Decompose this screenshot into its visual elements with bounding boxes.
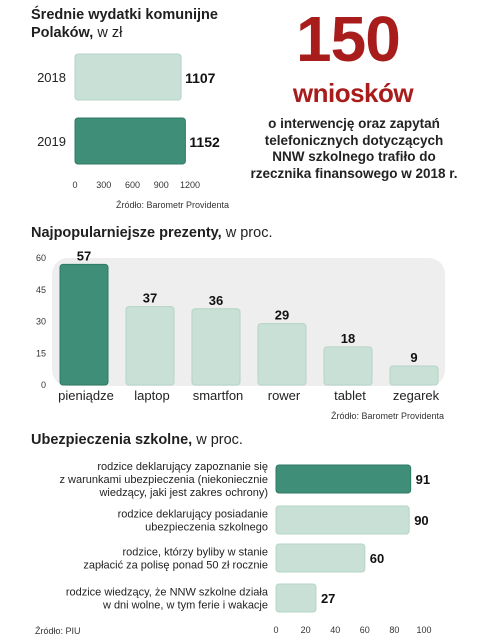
- spending-x-tick-label: 600: [125, 180, 140, 190]
- gifts-chart: 0 15 30 45 60 57 pieniądze 37 laptop 36 smartfon 29…: [36, 248, 445, 403]
- insurance-category-label: rodzice deklarujący posiadanie ubezpiecze…: [118, 509, 268, 534]
- gifts-value-label: 36: [209, 293, 223, 308]
- insurance-bar: [275, 583, 317, 613]
- gifts-y-tick-label: 45: [36, 285, 46, 295]
- gifts-value-label: 9: [410, 350, 417, 365]
- spending-value-label: 1107: [185, 70, 216, 86]
- gifts-bar-laptop: [125, 306, 175, 386]
- insurance-title-main: Ubezpieczenia szkolne,: [31, 432, 193, 448]
- gifts-category-label: pieniądze: [58, 388, 114, 403]
- insurance-bar: [275, 543, 366, 573]
- gifts-bar-smartfon: [191, 308, 241, 386]
- insurance-title-unit: w proc.: [192, 432, 243, 448]
- insurance-x-tick-label: 80: [389, 625, 399, 635]
- gifts-source: Źródło: Barometr Providenta: [331, 411, 445, 421]
- gifts-bar-pieniądze: [59, 263, 109, 386]
- highlight-word: wniosków: [292, 78, 414, 108]
- insurance-x-tick-label: 60: [360, 625, 370, 635]
- spending-x-tick-label: 1200: [180, 180, 200, 190]
- gifts-value-label: 37: [143, 291, 157, 306]
- gifts-y-tick-label: 30: [36, 317, 46, 327]
- spending-category-label: 2018: [37, 70, 66, 85]
- gifts-category-label: laptop: [134, 388, 169, 403]
- gifts-category-label: tablet: [334, 388, 366, 403]
- gifts-bar-rower: [257, 323, 307, 386]
- insurance-x-tick-label: 100: [416, 625, 431, 635]
- insurance-value-label: 90: [414, 513, 428, 528]
- insurance-title: Ubezpieczenia szkolne, w proc.: [31, 432, 243, 448]
- insurance-value-label: 60: [370, 551, 384, 566]
- insurance-category-label: rodzice deklarujący zapoznanie się z waru…: [59, 461, 268, 499]
- spending-chart: 2018 1107 2019 1152 0 300 600 900 1200: [37, 53, 220, 190]
- gifts-bar-zegarek: [389, 365, 439, 386]
- spending-category-label: 2019: [37, 134, 66, 149]
- gifts-category-label: zegarek: [393, 388, 440, 403]
- gifts-title-main: Najpopularniejsze prezenty,: [31, 225, 222, 241]
- spending-bar-2019: [74, 117, 186, 165]
- highlight-number: 150: [296, 3, 401, 75]
- insurance-source: Źródło: PIU: [35, 626, 81, 636]
- gifts-category-label: rower: [268, 388, 301, 403]
- insurance-x-tick-label: 20: [301, 625, 311, 635]
- insurance-category-label: rodzice wiedzący, że NNW szkolne działa w…: [66, 587, 269, 612]
- spending-x-tick-label: 900: [154, 180, 169, 190]
- gifts-bar-tablet: [323, 346, 373, 386]
- spending-title-unit: w zł: [93, 25, 123, 41]
- gifts-y-tick-label: 0: [41, 380, 46, 390]
- gifts-title-unit: w proc.: [221, 225, 273, 241]
- insurance-chart: 91 rodzice deklarujący zapoznanie się z wa…: [59, 461, 431, 635]
- gifts-title: Najpopularniejsze prezenty, w proc.: [31, 225, 272, 241]
- spending-x-tick-label: 0: [72, 180, 77, 190]
- insurance-x-tick-label: 40: [330, 625, 340, 635]
- spending-title-main: Średnie wydatki komunijne Polaków,: [31, 7, 218, 41]
- highlight-description: o interwencję oraz zapytań telefonicznyc…: [250, 116, 458, 181]
- insurance-bar: [275, 505, 410, 535]
- gifts-category-label: smartfon: [193, 388, 244, 403]
- spending-bar-2018: [74, 53, 182, 101]
- insurance-value-label: 91: [416, 472, 430, 487]
- gifts-value-label: 18: [341, 331, 355, 346]
- insurance-category-label: rodzice, którzy byliby w stanie zapłacić …: [83, 547, 268, 572]
- insurance-value-label: 27: [321, 591, 335, 606]
- spending-title: Średnie wydatki komunijne Polaków, w zł: [31, 6, 261, 42]
- gifts-y-tick-label: 15: [36, 348, 46, 358]
- spending-value-label: 1152: [189, 134, 220, 150]
- spending-x-tick-label: 300: [96, 180, 111, 190]
- gifts-y-tick-label: 60: [36, 253, 46, 263]
- gifts-value-label: 29: [275, 308, 289, 323]
- gifts-value-label: 57: [77, 248, 91, 263]
- insurance-bar: [275, 464, 412, 494]
- spending-source: Źródło: Barometr Providenta: [116, 200, 230, 210]
- gifts-plot-panel: [52, 258, 445, 386]
- insurance-x-tick-label: 0: [273, 625, 278, 635]
